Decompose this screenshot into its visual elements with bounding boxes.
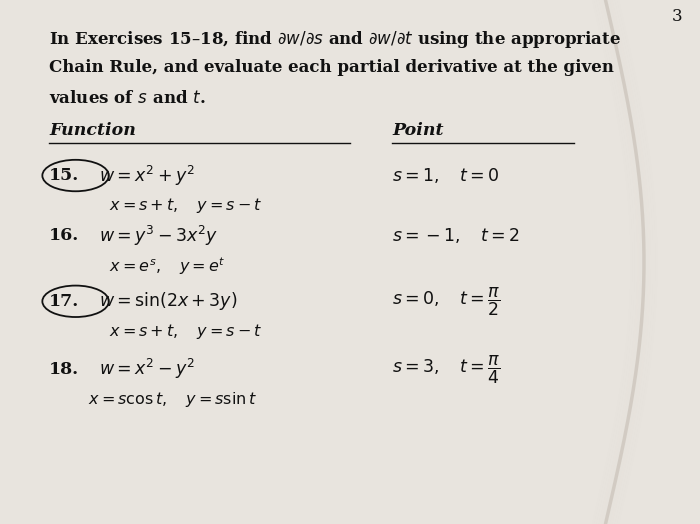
Text: $x = s\cos t, \quad y = s\sin t$: $x = s\cos t, \quad y = s\sin t$	[88, 390, 257, 409]
Text: $w = \sin(2x + 3y)$: $w = \sin(2x + 3y)$	[99, 290, 238, 312]
Text: 18.: 18.	[49, 361, 79, 378]
Text: $w = x^2 + y^2$: $w = x^2 + y^2$	[99, 163, 195, 188]
Text: values of $\mathit{s}$ and $\mathit{t}$.: values of $\mathit{s}$ and $\mathit{t}$.	[49, 90, 206, 106]
Text: 16.: 16.	[49, 227, 79, 244]
Text: $x = s + t, \quad y = s - t$: $x = s + t, \quad y = s - t$	[108, 196, 262, 215]
Text: $x = e^s, \quad y = e^t$: $x = e^s, \quad y = e^t$	[108, 255, 225, 277]
Text: In Exercises 15–18, find $\partial w/\partial s$ and $\partial w/\partial t$ usi: In Exercises 15–18, find $\partial w/\pa…	[49, 29, 621, 50]
Text: $s = -1, \quad t = 2$: $s = -1, \quad t = 2$	[392, 226, 520, 245]
Text: $w = x^2 - y^2$: $w = x^2 - y^2$	[99, 357, 195, 381]
Text: $s = 0, \quad t = \dfrac{\pi}{2}$: $s = 0, \quad t = \dfrac{\pi}{2}$	[392, 285, 500, 318]
Text: Chain Rule, and evaluate each partial derivative at the given: Chain Rule, and evaluate each partial de…	[49, 59, 614, 76]
Text: Point: Point	[392, 122, 444, 139]
Text: $x = s + t, \quad y = s - t$: $x = s + t, \quad y = s - t$	[108, 322, 262, 341]
Text: $s = 3, \quad t = \dfrac{\pi}{4}$: $s = 3, \quad t = \dfrac{\pi}{4}$	[392, 353, 500, 386]
Text: 15.: 15.	[49, 167, 79, 184]
Text: 17.: 17.	[49, 293, 79, 310]
Text: 3: 3	[672, 8, 682, 25]
Text: $s = 1, \quad t = 0$: $s = 1, \quad t = 0$	[392, 166, 499, 185]
Text: Function: Function	[49, 122, 136, 139]
Text: $w = y^3 - 3x^2y$: $w = y^3 - 3x^2y$	[99, 224, 218, 248]
